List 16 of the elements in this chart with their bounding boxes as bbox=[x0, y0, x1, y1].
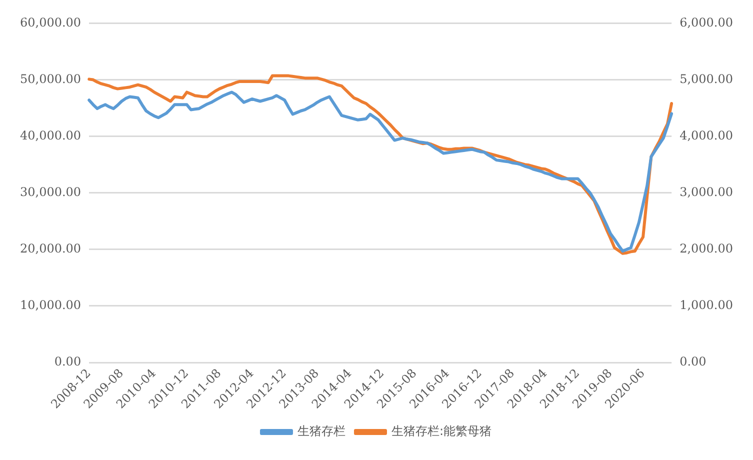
y2-tick-label: 5,000.00 bbox=[680, 72, 733, 86]
legend-label: 生猪存栏:能繁母猪 bbox=[391, 424, 492, 438]
legend-label: 生猪存栏 bbox=[297, 424, 346, 438]
y-tick-label: 40,000.00 bbox=[20, 128, 82, 142]
y-tick-label: 60,000.00 bbox=[20, 15, 82, 30]
y2-tick-label: 4,000.00 bbox=[680, 128, 733, 142]
y2-tick-label: 3,000.00 bbox=[680, 185, 733, 200]
y-tick-label: 20,000.00 bbox=[20, 242, 82, 256]
y-tick-label: 10,000.00 bbox=[20, 298, 82, 312]
y2-tick-label: 2,000.00 bbox=[680, 242, 733, 256]
y2-tick-label: 0.00 bbox=[680, 354, 706, 369]
y2-tick-label: 6,000.00 bbox=[680, 15, 733, 30]
y-tick-label: 30,000.00 bbox=[20, 185, 82, 200]
y-tick-label: 50,000.00 bbox=[20, 72, 82, 86]
y2-tick-label: 1,000.00 bbox=[680, 298, 733, 312]
y-tick-label: 0.00 bbox=[54, 354, 82, 369]
